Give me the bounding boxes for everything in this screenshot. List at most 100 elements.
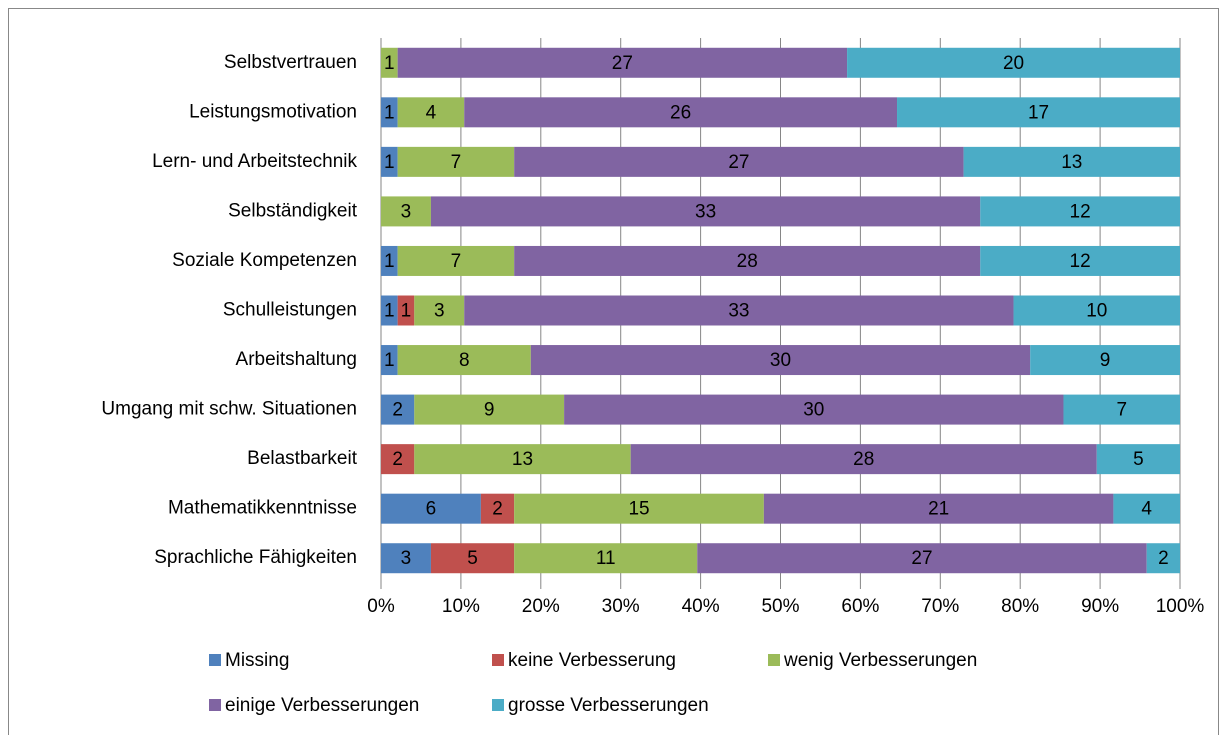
y-tick-label: Mathematikkenntnisse <box>168 498 357 519</box>
bar-segment <box>514 543 698 574</box>
data-label: 28 <box>737 251 758 272</box>
legend-swatch <box>209 654 221 666</box>
data-label: 27 <box>911 548 932 569</box>
bar-segment <box>430 543 515 574</box>
bar-segment <box>630 444 1097 475</box>
data-label: 1 <box>384 301 395 322</box>
x-tick-label: 90% <box>1081 596 1119 617</box>
legend-label: Missing <box>225 650 289 671</box>
bar-segment <box>980 245 1180 276</box>
data-label: 2 <box>1158 548 1169 569</box>
bar-segment <box>381 543 431 574</box>
data-label: 2 <box>392 449 403 470</box>
y-tick-label: Selbstvertrauen <box>224 52 357 73</box>
bar-segment <box>397 146 515 177</box>
y-tick-label: Lern- und Arbeitstechnik <box>152 151 357 172</box>
data-label: 3 <box>401 548 412 569</box>
data-label: 33 <box>695 201 716 222</box>
data-label: 1 <box>384 102 395 123</box>
data-label: 11 <box>596 548 616 569</box>
data-label: 7 <box>451 152 462 173</box>
bar-segment <box>514 493 764 524</box>
bar-segment <box>763 493 1114 524</box>
y-tick-label: Belastbarkeit <box>247 448 358 469</box>
bar-segment <box>1030 345 1180 376</box>
bar-segment <box>414 295 465 326</box>
y-tick-label: Soziale Kompetenzen <box>172 250 357 271</box>
x-tick-label: 0% <box>367 596 395 617</box>
bar-segment <box>381 97 398 128</box>
data-label: 7 <box>451 251 462 272</box>
data-label: 1 <box>384 251 395 272</box>
bar-segment <box>381 345 398 376</box>
bar-segment <box>381 47 398 78</box>
data-label: 12 <box>1070 251 1091 272</box>
data-label: 15 <box>628 499 649 520</box>
bar-segment <box>381 394 415 425</box>
data-label: 26 <box>670 102 691 123</box>
bar-segment <box>397 295 415 326</box>
bar-segment <box>1063 394 1180 425</box>
data-label: 12 <box>1070 201 1091 222</box>
bar-segment <box>381 146 398 177</box>
bar-segment <box>397 47 848 78</box>
data-label: 2 <box>392 400 403 421</box>
data-label: 21 <box>928 499 949 520</box>
legend-swatch <box>209 699 221 711</box>
data-label: 9 <box>484 400 495 421</box>
data-label: 2 <box>492 499 503 520</box>
y-tick-label: Umgang mit schw. Situationen <box>101 399 357 420</box>
bar-segment <box>381 295 398 326</box>
x-tick-label: 30% <box>602 596 640 617</box>
y-tick-label: Arbeitshaltung <box>236 349 357 370</box>
data-label: 1 <box>401 301 412 322</box>
x-tick-label: 100% <box>1156 596 1205 617</box>
x-tick-label: 20% <box>522 596 560 617</box>
bar-segment <box>430 196 981 227</box>
y-tick-label: Selbständigkeit <box>228 200 358 221</box>
bar-segment <box>464 295 1014 326</box>
data-label: 6 <box>426 499 437 520</box>
bar-segment <box>530 345 1031 376</box>
legend-swatch <box>768 654 780 666</box>
y-tick-label: Leistungsmotivation <box>189 101 357 122</box>
data-label: 13 <box>512 449 533 470</box>
bar-segment <box>381 444 415 475</box>
bar-segment <box>1096 444 1180 475</box>
y-tick-label: Sprachliche Fähigkeiten <box>154 547 357 568</box>
data-label: 8 <box>459 350 470 371</box>
data-label: 17 <box>1028 102 1049 123</box>
bar-segment <box>963 146 1180 177</box>
data-label: 27 <box>728 152 749 173</box>
data-label: 30 <box>770 350 791 371</box>
legend-label: keine Verbesserung <box>508 650 676 671</box>
data-label: 5 <box>1133 449 1144 470</box>
bar-segment <box>381 196 431 227</box>
bar-segment <box>464 97 898 128</box>
data-label: 3 <box>401 201 412 222</box>
bar-segment <box>514 245 981 276</box>
data-label: 3 <box>434 301 445 322</box>
data-label: 13 <box>1061 152 1082 173</box>
data-label: 4 <box>1141 499 1152 520</box>
bar-segment <box>564 394 1064 425</box>
data-label: 1 <box>384 350 395 371</box>
bar-segment <box>381 493 481 524</box>
data-label: 9 <box>1100 350 1111 371</box>
data-label: 20 <box>1003 53 1024 74</box>
bar-segment <box>414 444 631 475</box>
bar-segment <box>414 394 565 425</box>
bar-segment <box>1146 543 1180 574</box>
data-label: 33 <box>728 301 749 322</box>
data-label: 27 <box>612 53 633 74</box>
bar-segment <box>397 345 531 376</box>
legend-label: grosse Verbesserungen <box>508 695 709 716</box>
data-label: 1 <box>384 53 395 74</box>
bar-segment <box>397 245 515 276</box>
legend-label: einige Verbesserungen <box>225 695 419 716</box>
data-label: 10 <box>1086 301 1107 322</box>
legend-swatch <box>492 654 504 666</box>
bar-segment <box>847 47 1180 78</box>
x-tick-label: 50% <box>761 596 799 617</box>
